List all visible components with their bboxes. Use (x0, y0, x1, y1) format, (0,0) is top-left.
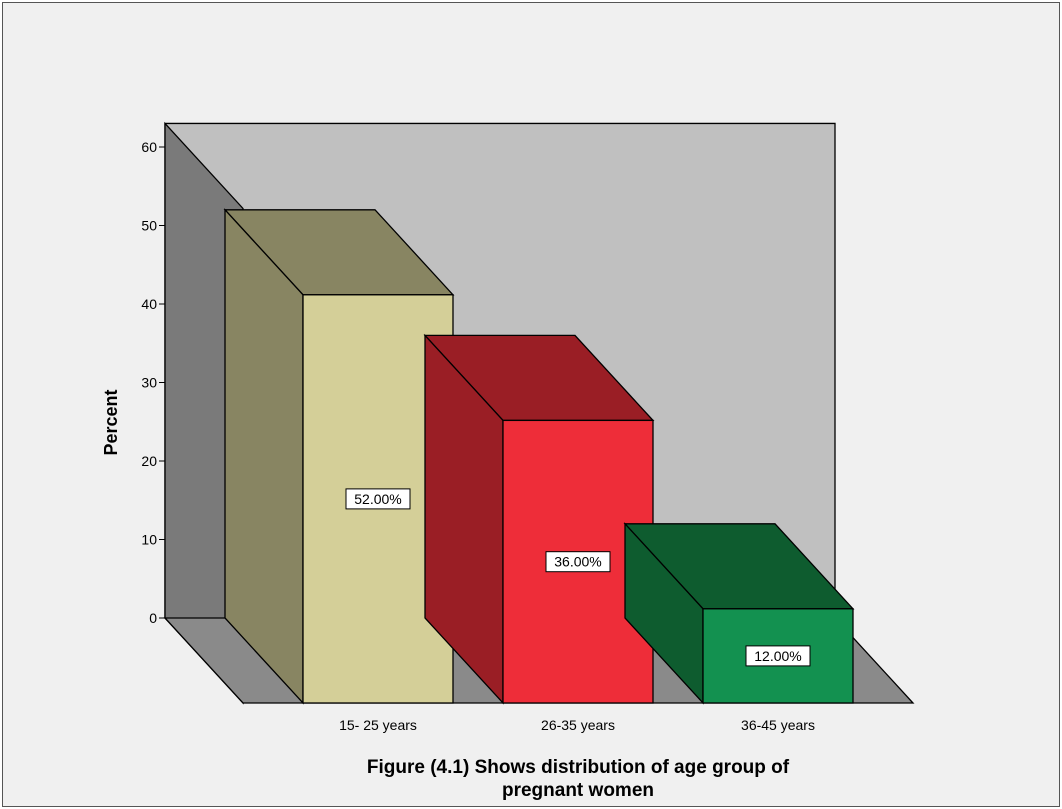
y-tick-label: 60 (141, 139, 157, 155)
bar-side (224, 208, 304, 705)
data-label-box (745, 645, 811, 667)
y-tick-label: 0 (149, 610, 157, 626)
category-label: 36-45 years (741, 717, 815, 733)
bar-chart: 0 10 20 30 40 50 60 52.00% 15- 25 years 36.00% 26… (101, 121, 915, 801)
chart-title-line-2: pregnant women (502, 780, 654, 801)
data-label-box (345, 488, 411, 510)
bar (423, 333, 655, 705)
data-label: 52.00% (354, 491, 401, 507)
y-tick-label: 50 (141, 218, 157, 234)
y-tick-label: 10 (141, 532, 157, 548)
y-tick-label: 30 (141, 375, 157, 391)
bar (223, 208, 455, 705)
y-axis-label: Percent (101, 389, 121, 455)
category-label: 26-35 years (541, 717, 615, 733)
y-tick-label: 20 (141, 453, 157, 469)
y-tick-label: 40 (141, 296, 157, 312)
category-label: 15- 25 years (339, 717, 417, 733)
data-label-box (545, 551, 611, 573)
data-label: 12.00% (754, 648, 801, 664)
chart-title-line-1: Figure (4.1) Shows distribution of age g… (367, 757, 790, 778)
data-label: 36.00% (554, 554, 601, 570)
